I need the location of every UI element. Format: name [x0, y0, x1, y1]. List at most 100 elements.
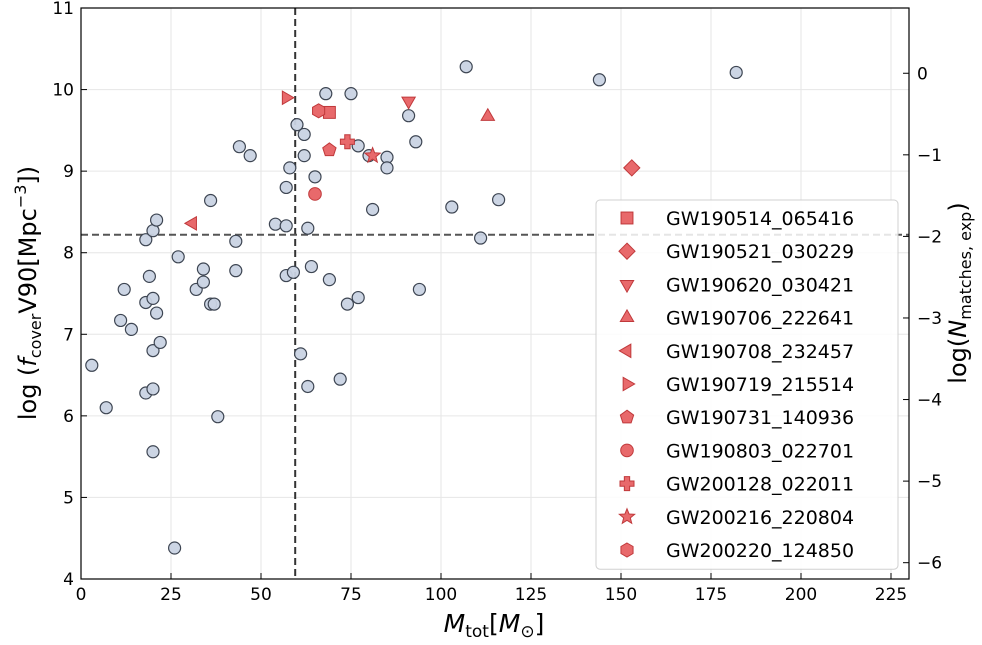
- event-marker: [623, 159, 641, 177]
- scatter-point: [319, 87, 333, 101]
- scatter-point: [142, 269, 156, 283]
- scatter-point: [146, 291, 160, 305]
- legend-marker: [620, 542, 634, 558]
- legend-marker: [619, 308, 635, 322]
- event-marker: [281, 90, 295, 106]
- scatter-point: [279, 180, 293, 195]
- legend-marker: [620, 443, 634, 458]
- y-right-tick-label: −6: [917, 554, 942, 574]
- y-left-tick-label: 9: [63, 162, 74, 182]
- legend-label: GW190620_030421: [666, 274, 854, 296]
- event-marker: [480, 107, 496, 121]
- scatter-point: [85, 358, 99, 372]
- scatter-point: [283, 161, 297, 175]
- event-marker: [339, 134, 355, 150]
- legend-label: GW190706_222641: [666, 308, 854, 330]
- legend-label: GW200216_220804: [666, 507, 854, 529]
- scatter-point: [124, 322, 138, 336]
- scatter-point: [113, 313, 128, 328]
- event-marker: [183, 215, 197, 231]
- y-left-tick-label: 5: [63, 488, 74, 508]
- y-left-tick-label: 4: [63, 570, 74, 590]
- x-tick-label: 225: [875, 585, 907, 605]
- y-left-tick-label: 7: [63, 325, 74, 345]
- scatter-point: [229, 234, 243, 248]
- x-tick-label: 0: [76, 585, 87, 605]
- scatter-point: [380, 161, 394, 175]
- x-tick-label: 150: [605, 585, 637, 605]
- y-right-tick-label: −1: [917, 146, 942, 166]
- scatter-point: [204, 193, 218, 208]
- legend-label: GW200220_124850: [666, 540, 854, 562]
- x-tick-label: 175: [695, 585, 727, 605]
- scatter-point: [592, 73, 607, 87]
- scatter-point: [117, 282, 131, 297]
- event-marker: [322, 105, 336, 119]
- scatter-point: [243, 149, 257, 163]
- event-marker: [312, 103, 326, 119]
- scatter-point: [146, 445, 160, 459]
- legend-marker: [619, 409, 635, 424]
- scatter-point: [322, 273, 336, 287]
- legend-marker: [618, 242, 636, 260]
- scatter-point: [297, 149, 311, 163]
- scatter-point: [366, 202, 380, 217]
- scatter-point: [445, 200, 459, 214]
- legend-label: GW190708_232457: [666, 341, 854, 363]
- legend-label: GW190803_022701: [666, 440, 854, 462]
- scatter-point: [229, 264, 243, 278]
- legend-marker: [618, 343, 632, 359]
- event-marker: [363, 146, 382, 164]
- x-tick-label: 75: [340, 585, 362, 605]
- legend-label: GW200128_022011: [666, 474, 854, 496]
- y-right-tick-label: 0: [917, 64, 928, 84]
- scatter-point: [150, 306, 164, 320]
- legend-box: [595, 199, 899, 570]
- plot-frame: [80, 7, 910, 580]
- scatter-point: [168, 541, 182, 555]
- scatter-point: [207, 297, 221, 311]
- legend-label: GW190514_065416: [666, 208, 854, 230]
- event-marker: [322, 142, 337, 157]
- event-marker: [401, 96, 417, 110]
- scatter-point: [402, 109, 416, 123]
- event-points: [183, 90, 641, 231]
- scatter-point: [196, 262, 210, 276]
- scatter-point: [232, 140, 246, 154]
- y-right-tick-label: −3: [917, 309, 942, 329]
- scatter-point: [196, 275, 210, 289]
- scatter-point: [459, 60, 473, 74]
- reference-lines: [81, 8, 909, 579]
- legend: GW190514_065416 GW190521_030229 GW190620_0…: [595, 199, 899, 570]
- x-tick-label: 200: [785, 585, 817, 605]
- scatter-point: [153, 335, 167, 350]
- axis-ticks: 0 25 50 75 100 125 150 175 200 225 4 5 6 7 8 9 10 11 0 −1 −2…: [52, 0, 942, 605]
- x-tick-label: 50: [250, 585, 272, 605]
- scatter-point: [304, 259, 318, 274]
- y-right-tick-label: −4: [917, 391, 942, 411]
- scatter-point: [171, 250, 185, 264]
- scatter-point: [333, 372, 347, 386]
- y-right-tick-label: −5: [917, 472, 942, 492]
- scatter-point: [286, 265, 300, 279]
- legend-label: GW190719_215514: [666, 374, 854, 396]
- scatter-point: [340, 297, 354, 311]
- scatter-point: [308, 170, 322, 184]
- scatter-point: [409, 135, 423, 149]
- x-tick-label: 100: [425, 585, 457, 605]
- legend-marker: [619, 280, 635, 294]
- scatter-point: [297, 127, 311, 142]
- x-tick-label: 125: [515, 585, 547, 605]
- y-axis-right-label: log(Nmatches, exp): [944, 202, 975, 383]
- legend-label: GW190521_030229: [666, 241, 854, 263]
- scatter-point: [146, 344, 160, 358]
- scatter-point: [344, 87, 358, 101]
- event-marker: [308, 187, 322, 201]
- legend-marker: [619, 476, 635, 492]
- scatter-point: [351, 139, 365, 153]
- scatter-point: [301, 221, 315, 235]
- y-right-tick-label: −2: [917, 227, 942, 247]
- y-axis-left-label: log (fcoverV90[Mpc−3]): [11, 166, 45, 420]
- background-points: [85, 60, 743, 555]
